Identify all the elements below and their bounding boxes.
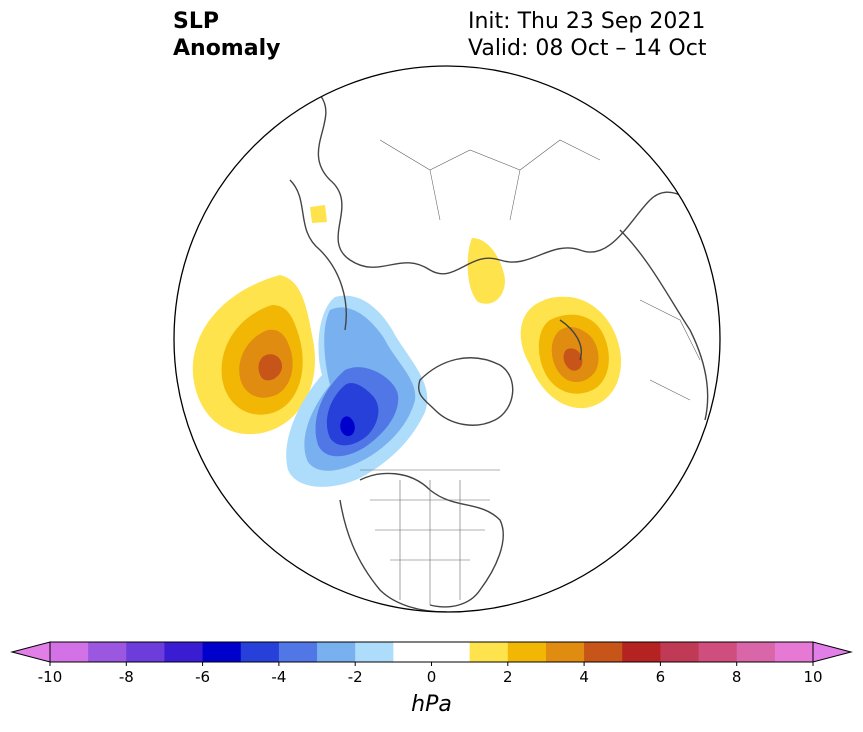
colorbar-tick-label: -4 — [271, 668, 286, 686]
colorbar-segment — [355, 642, 394, 662]
colorbar-segment — [660, 642, 700, 662]
colorbar-segment — [507, 642, 547, 662]
colorbar-tick-label: -2 — [348, 668, 363, 686]
map-boundary — [173, 65, 721, 613]
colorbar-segment — [622, 642, 661, 662]
colorbar-under-triangle — [10, 641, 51, 663]
siberia-high-anomaly — [467, 238, 505, 304]
colorbar-tick-label: -10 — [38, 668, 63, 686]
polar-map — [173, 65, 721, 613]
title-line-slp: SLP — [173, 9, 219, 34]
gulf-of-alaska-low-anomaly — [286, 295, 428, 487]
colorbar-segment — [202, 642, 242, 662]
colorbar-tick-label: 10 — [803, 668, 822, 686]
colorbar-segment — [240, 642, 280, 662]
colorbar: -10 -8 -6 -4 -2 0 2 4 6 8 10 — [10, 641, 853, 686]
colorbar-segment — [698, 642, 738, 662]
colorbar-segment — [545, 642, 585, 662]
colorbar-tick-label: 4 — [579, 668, 589, 686]
colorbar-unit-label: hPa — [411, 692, 452, 717]
colorbar-segment — [126, 642, 165, 662]
colorbar-tick-label: -8 — [119, 668, 134, 686]
colorbar-segment — [774, 642, 814, 662]
colorbar-segment — [317, 642, 356, 662]
colorbar-segment — [88, 642, 127, 662]
valid-range: Valid: 08 Oct – 14 Oct — [468, 36, 707, 61]
title-block: SLP Anomaly — [173, 8, 280, 62]
colorbar-segment — [736, 642, 776, 662]
colorbar-tick-label: 2 — [503, 668, 513, 686]
colorbar-tick-label: -6 — [195, 668, 210, 686]
colorbar-segment — [164, 642, 204, 662]
init-date: Init: Thu 23 Sep 2021 — [468, 9, 706, 34]
borders — [360, 139, 701, 605]
colorbar-segments — [50, 642, 814, 662]
colorbar-tick-label: 6 — [656, 668, 666, 686]
date-block: Init: Thu 23 Sep 2021 Valid: 08 Oct – 14… — [468, 8, 706, 62]
north-pacific-high-anomaly — [192, 275, 316, 435]
colorbar-segment — [393, 642, 471, 662]
colorbar-tick-label: 0 — [427, 668, 437, 686]
title-line-anomaly: Anomaly — [173, 36, 281, 61]
kara-sea-high-anomaly — [310, 205, 327, 223]
colorbar-over-triangle — [812, 641, 853, 663]
anomaly-layer — [192, 205, 622, 487]
colorbar-segment — [584, 642, 623, 662]
scandinavia-high-anomaly — [520, 296, 622, 409]
colorbar-tick-label: 8 — [732, 668, 742, 686]
colorbar-segment — [50, 642, 89, 662]
coastlines — [289, 94, 716, 612]
colorbar-segment — [278, 642, 318, 662]
colorbar-segment — [469, 642, 509, 662]
colorbar-ticks: -10 -8 -6 -4 -2 0 2 4 6 8 10 — [38, 662, 823, 686]
